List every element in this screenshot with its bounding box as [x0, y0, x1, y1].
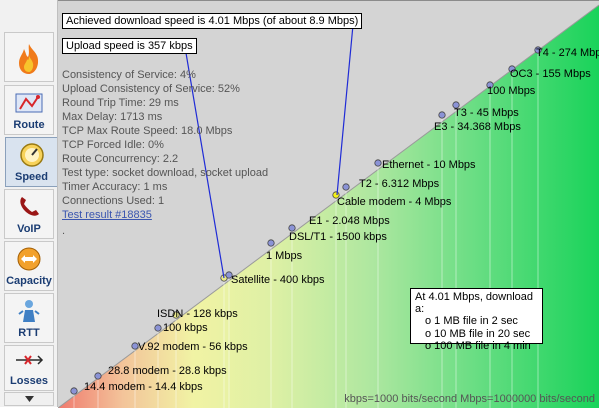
- speed-point-label: 1 Mbps: [266, 250, 303, 262]
- speed-point-label: E3 - 34.368 Mbps: [434, 121, 521, 133]
- sidebar-toolbar: Route Speed VoIP: [0, 0, 58, 407]
- sidebar-item-speed[interactable]: Speed: [5, 137, 57, 187]
- sidebar-item-losses[interactable]: Losses: [4, 345, 54, 391]
- speed-point-label: Satellite - 400 kbps: [231, 274, 325, 286]
- stat-line: Upload Consistency of Service: 52%: [62, 83, 240, 95]
- sidebar-item-voip[interactable]: VoIP: [4, 189, 54, 239]
- speed-results-panel: Achieved download speed is 4.01 Mbps (of…: [58, 0, 599, 408]
- sidebar-item-label: Losses: [10, 375, 48, 387]
- stat-line: Max Delay: 1713 ms: [62, 111, 163, 123]
- speed-point-dot: [288, 224, 296, 232]
- speed-point-dot: [267, 239, 275, 247]
- losses-icon: [5, 349, 53, 371]
- sidebar-scroll-down-button[interactable]: [4, 392, 54, 406]
- sidebar-item-label: Speed: [14, 171, 48, 183]
- download-time-row: o 100 MB file in 4 min: [425, 340, 531, 352]
- speed-point-dot: [342, 183, 350, 191]
- upper-background: [58, 1, 599, 408]
- speed-point-dot: [172, 311, 180, 319]
- speed-point-dot: [534, 46, 542, 54]
- download-speed-headline: Achieved download speed is 4.01 Mbps (of…: [62, 13, 363, 29]
- stat-line: Route Concurrency: 2.2: [62, 153, 179, 165]
- speed-point-dot: [70, 387, 78, 395]
- stat-line: Round Trip Time: 29 ms: [62, 97, 179, 109]
- sidebar-item-capacity[interactable]: Capacity: [4, 241, 54, 291]
- stat-line: TCP Forced Idle: 0%: [62, 139, 164, 151]
- chevron-down-icon: [24, 396, 34, 402]
- speed-point-dot: [154, 324, 162, 332]
- flame-icon: [5, 41, 53, 77]
- speed-diagonal: [58, 4, 599, 408]
- speed-point-label: E1 - 2.048 Mbps: [309, 215, 390, 227]
- speed-point-label: 100 Mbps: [487, 85, 536, 97]
- speed-point-label: DSL/T1 - 1500 kbps: [289, 231, 387, 243]
- speed-point-dot: [486, 81, 494, 89]
- rtt-person-icon: [5, 297, 53, 325]
- phone-icon: [5, 193, 53, 221]
- download-time-row: o 1 MB file in 2 sec: [425, 315, 518, 327]
- test-result-link[interactable]: Test result #18835: [62, 209, 152, 221]
- stat-line: Connections Used: 1: [62, 195, 165, 207]
- speed-point-dot: [225, 271, 233, 279]
- route-map-icon: [5, 89, 53, 117]
- stat-line: Test type: socket download, socket uploa…: [62, 167, 269, 179]
- speed-point-dot: [452, 101, 460, 109]
- sidebar-item-label: RTT: [18, 327, 40, 339]
- speed-point-label: T4 - 274 Mbps: [536, 47, 599, 59]
- download-time-title: At 4.01 Mbps, download a:: [415, 291, 534, 315]
- speed-point-label: ISDN - 128 kbps: [157, 308, 238, 320]
- stat-line: TCP Max Route Speed: 18.0 Mbps: [62, 125, 233, 137]
- speed-point-label: 28.8 modem - 28.8 kbps: [108, 365, 227, 377]
- download-time-box: At 4.01 Mbps, download a: o 1 MB file in…: [410, 288, 543, 352]
- stat-line: Timer Accuracy: 1 ms: [62, 181, 168, 193]
- speed-point-label: 100 kbps: [163, 322, 208, 334]
- speed-point-label: V.92 modem - 56 kbps: [138, 341, 248, 353]
- speed-point-label: 14.4 modem - 14.4 kbps: [84, 381, 203, 393]
- download-pointer-line: [336, 24, 354, 196]
- sidebar-item-route[interactable]: Route: [4, 85, 54, 135]
- sidebar-item-label: VoIP: [17, 223, 41, 235]
- download-time-row: o 10 MB file in 20 sec: [425, 327, 531, 340]
- speed-point-dot: [438, 111, 446, 119]
- sidebar-item-label: Capacity: [6, 275, 52, 287]
- speed-point-dot: [131, 342, 139, 350]
- unit-legend: kbps=1000 bits/second Mbps=1000000 bits/…: [344, 393, 595, 405]
- upload-pointer-line: [185, 52, 225, 279]
- sidebar-item-label: Route: [13, 119, 45, 131]
- capacity-arrows-icon: [5, 245, 53, 273]
- upload-speed-headline: Upload speed is 357 kbps: [62, 38, 197, 54]
- stat-dot: .: [62, 225, 66, 237]
- speed-point-label: T2 - 6.312 Mbps: [359, 178, 440, 190]
- sidebar-item-flame[interactable]: [4, 32, 54, 82]
- speed-point-dot: [374, 159, 382, 167]
- speed-point-label: Cable modem - 4 Mbps: [337, 196, 452, 208]
- speed-point-dot: [94, 372, 102, 380]
- speed-point-label: OC3 - 155 Mbps: [510, 68, 591, 80]
- speedometer-icon: [6, 141, 57, 169]
- sidebar-item-rtt[interactable]: RTT: [4, 293, 54, 343]
- speed-scale-chart: [58, 1, 599, 408]
- stat-line: Consistency of Service: 4%: [62, 69, 196, 81]
- speed-point-label: T3 - 45 Mbps: [454, 107, 519, 119]
- speed-point-label: Ethernet - 10 Mbps: [382, 159, 476, 171]
- speed-point-dot: [508, 65, 516, 73]
